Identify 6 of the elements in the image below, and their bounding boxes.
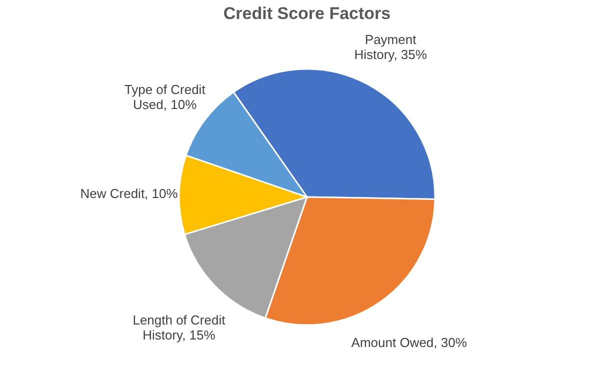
chart-title: Credit Score Factors [223,4,391,23]
slice-label: Payment History, 35% [354,32,428,62]
slice-label: Amount Owed, 30% [351,334,468,350]
slice-label: New Credit, 10% [80,186,178,201]
slice-label: Length of Credit History, 15% [132,312,226,343]
slice-label: Type of Credit Used, 10% [124,82,206,112]
